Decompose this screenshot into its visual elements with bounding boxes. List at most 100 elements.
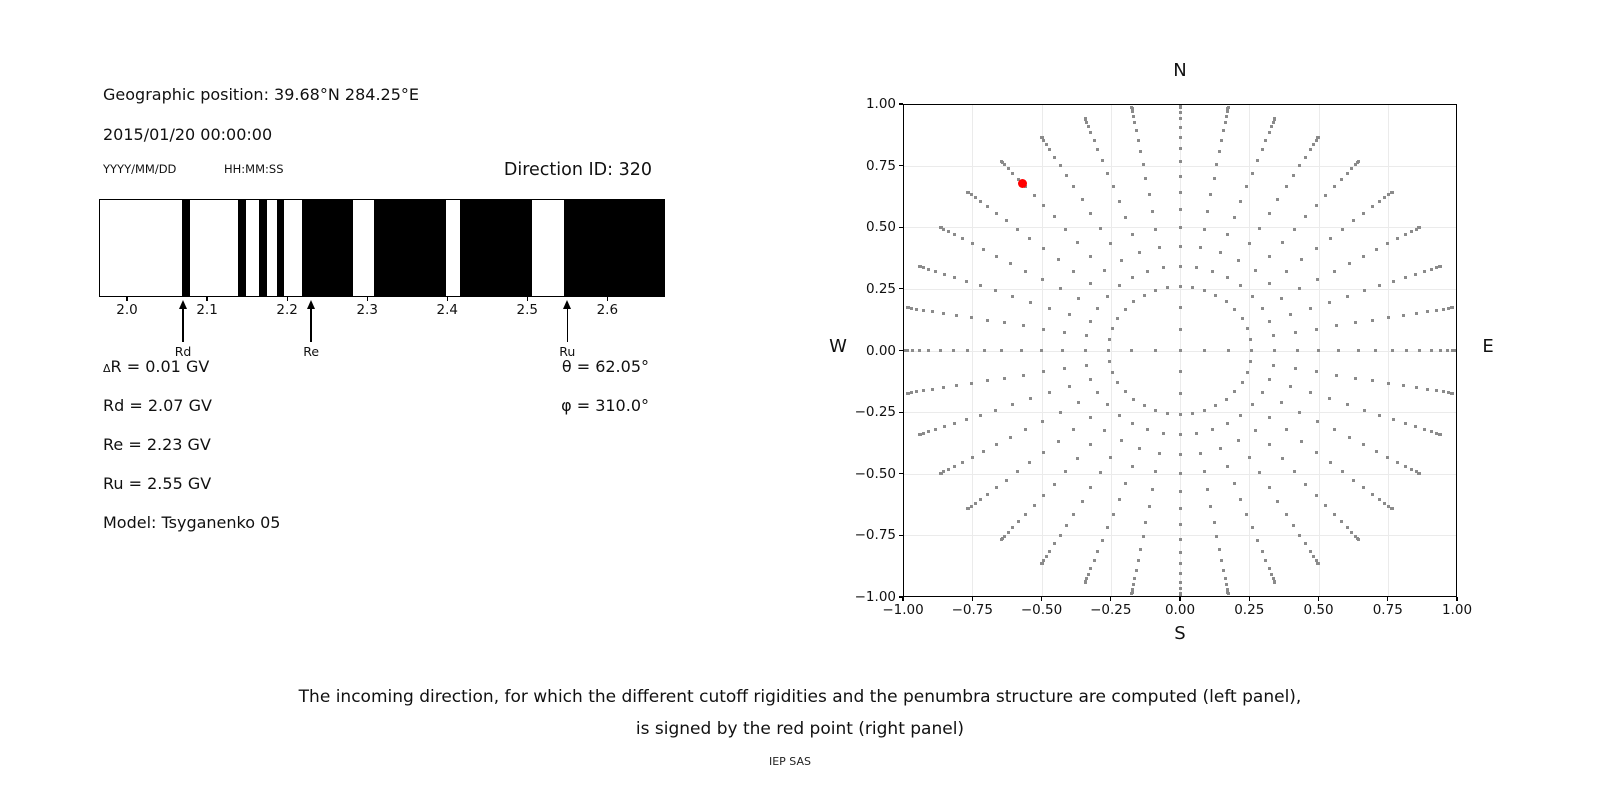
direction-grid-dot xyxy=(1065,174,1069,178)
direction-grid-dot xyxy=(1356,349,1360,352)
direction-grid-dot xyxy=(1434,308,1438,312)
direction-grid-dots xyxy=(903,104,1457,597)
direction-grid-dot xyxy=(922,308,926,312)
cutoff-arrow-label: Ru xyxy=(559,344,576,359)
penumbra-axis-tick xyxy=(126,297,128,301)
direction-grid-dot xyxy=(1251,403,1255,407)
direction-grid-dot xyxy=(1224,397,1228,401)
direction-grid-dot xyxy=(955,384,959,388)
direction-grid-dot xyxy=(1103,428,1107,432)
direction-grid-dot xyxy=(942,272,946,276)
direction-grid-dot xyxy=(981,449,985,453)
direction-grid-dot xyxy=(1240,317,1244,321)
direction-grid-dot xyxy=(1223,577,1227,581)
x-tick-label: 0.00 xyxy=(1164,602,1196,618)
compass-label-n: N xyxy=(1173,60,1187,81)
direction-grid-dot xyxy=(1083,580,1087,584)
direction-grid-dot xyxy=(1314,370,1318,374)
direction-grid-dot xyxy=(1271,334,1275,338)
direction-grid-dot xyxy=(1202,470,1206,474)
cutoff-arrow-head xyxy=(306,300,315,309)
direction-grid-dot xyxy=(1132,583,1136,587)
direction-grid-dot xyxy=(1153,408,1157,412)
direction-grid-dot xyxy=(1162,432,1166,436)
y-tick-label: −0.25 xyxy=(854,404,896,421)
direction-grid-dot xyxy=(1350,531,1354,535)
direction-grid-dot xyxy=(973,502,977,506)
direction-grid-dot xyxy=(1178,207,1182,211)
direction-grid-dot xyxy=(1004,478,1008,482)
direction-grid-dot xyxy=(1130,591,1134,595)
direction-grid-dot xyxy=(1064,470,1068,474)
direction-grid-dot xyxy=(1256,538,1260,542)
direction-grid-dot xyxy=(1225,109,1229,113)
direction-grid-dot xyxy=(1324,503,1328,507)
direction-grid-dot xyxy=(1327,397,1331,401)
direction-grid-dot xyxy=(1434,265,1438,269)
direction-grid-dot xyxy=(1264,139,1268,143)
direction-grid-dot xyxy=(966,190,970,194)
direction-grid-dot xyxy=(1086,125,1090,129)
compass-label-w: W xyxy=(829,336,847,357)
x-tick-label: −0.50 xyxy=(1020,602,1063,618)
direction-grid-dot xyxy=(1391,279,1395,283)
direction-grid-dot xyxy=(1362,289,1366,293)
direction-grid-dot xyxy=(1218,446,1222,450)
direction-grid-dot xyxy=(1280,240,1284,244)
direction-grid-dot xyxy=(1141,163,1145,167)
direction-grid-dot xyxy=(1233,307,1237,311)
direction-grid-dot xyxy=(1247,242,1251,246)
geo-position-text: Geographic position: 39.68°N 284.25°E xyxy=(103,85,419,104)
direction-grid-dot xyxy=(1348,261,1352,265)
direction-grid-dot xyxy=(1245,185,1249,189)
direction-grid-dot xyxy=(1249,337,1253,341)
direction-grid-dot xyxy=(1105,403,1109,407)
direction-grid-dot xyxy=(1142,404,1146,408)
direction-grid-dot xyxy=(1386,242,1390,246)
direction-grid-dot xyxy=(1284,269,1288,273)
direction-grid-dot xyxy=(1434,432,1438,436)
direction-grid-dot xyxy=(1040,278,1044,282)
x-tick-label: −0.75 xyxy=(951,602,993,618)
direction-grid-dot xyxy=(1076,240,1080,244)
direction-grid-dot xyxy=(1225,588,1229,592)
direction-grid-dot xyxy=(994,254,998,258)
cutoff-arrow-shaft xyxy=(182,308,184,342)
direction-grid-dot xyxy=(1291,174,1295,178)
penumbra-axis-tick xyxy=(606,297,608,301)
direction-grid-dot xyxy=(946,468,950,472)
direction-grid-dot xyxy=(1109,242,1113,246)
direction-grid-dot xyxy=(1015,227,1019,231)
direction-grid-dot xyxy=(903,349,905,352)
y-tick-label: 0.00 xyxy=(865,342,896,359)
direction-grid-dot xyxy=(1058,287,1062,291)
direction-grid-dot xyxy=(1434,389,1438,393)
direction-grid-dot xyxy=(1455,349,1457,352)
direction-grid-dot xyxy=(1178,147,1182,151)
direction-grid-dot xyxy=(1178,572,1182,576)
direction-grid-dot xyxy=(1267,211,1271,215)
direction-grid-dot xyxy=(1232,481,1236,485)
direction-grid-dot xyxy=(1150,488,1154,492)
direction-grid-dot xyxy=(1403,275,1407,279)
direction-grid-dot xyxy=(994,486,998,490)
direction-grid-dot xyxy=(1040,135,1043,139)
direction-grid-dot xyxy=(1178,370,1182,374)
direction-grid-dot xyxy=(1332,428,1336,432)
direction-grid-dot xyxy=(1304,155,1308,159)
direction-grid-dot xyxy=(1253,269,1257,273)
direction-grid-dot xyxy=(1003,376,1007,380)
direction-grid-dot xyxy=(1042,327,1046,331)
direction-grid-dot xyxy=(1410,468,1414,472)
direction-grid-dot xyxy=(1130,106,1134,110)
direction-grid-dot xyxy=(1202,349,1206,352)
direction-grid-dot xyxy=(1383,195,1387,199)
direction-grid-dot xyxy=(1312,142,1316,146)
direction-grid-dot xyxy=(1142,293,1146,297)
direction-grid-dot xyxy=(1089,443,1093,447)
direction-grid-dot xyxy=(953,464,957,468)
direction-grid-dot xyxy=(1375,248,1378,252)
grid-line-horizontal xyxy=(903,288,1457,290)
direction-grid-dot xyxy=(1063,330,1067,334)
direction-grid-dot xyxy=(1377,497,1381,501)
